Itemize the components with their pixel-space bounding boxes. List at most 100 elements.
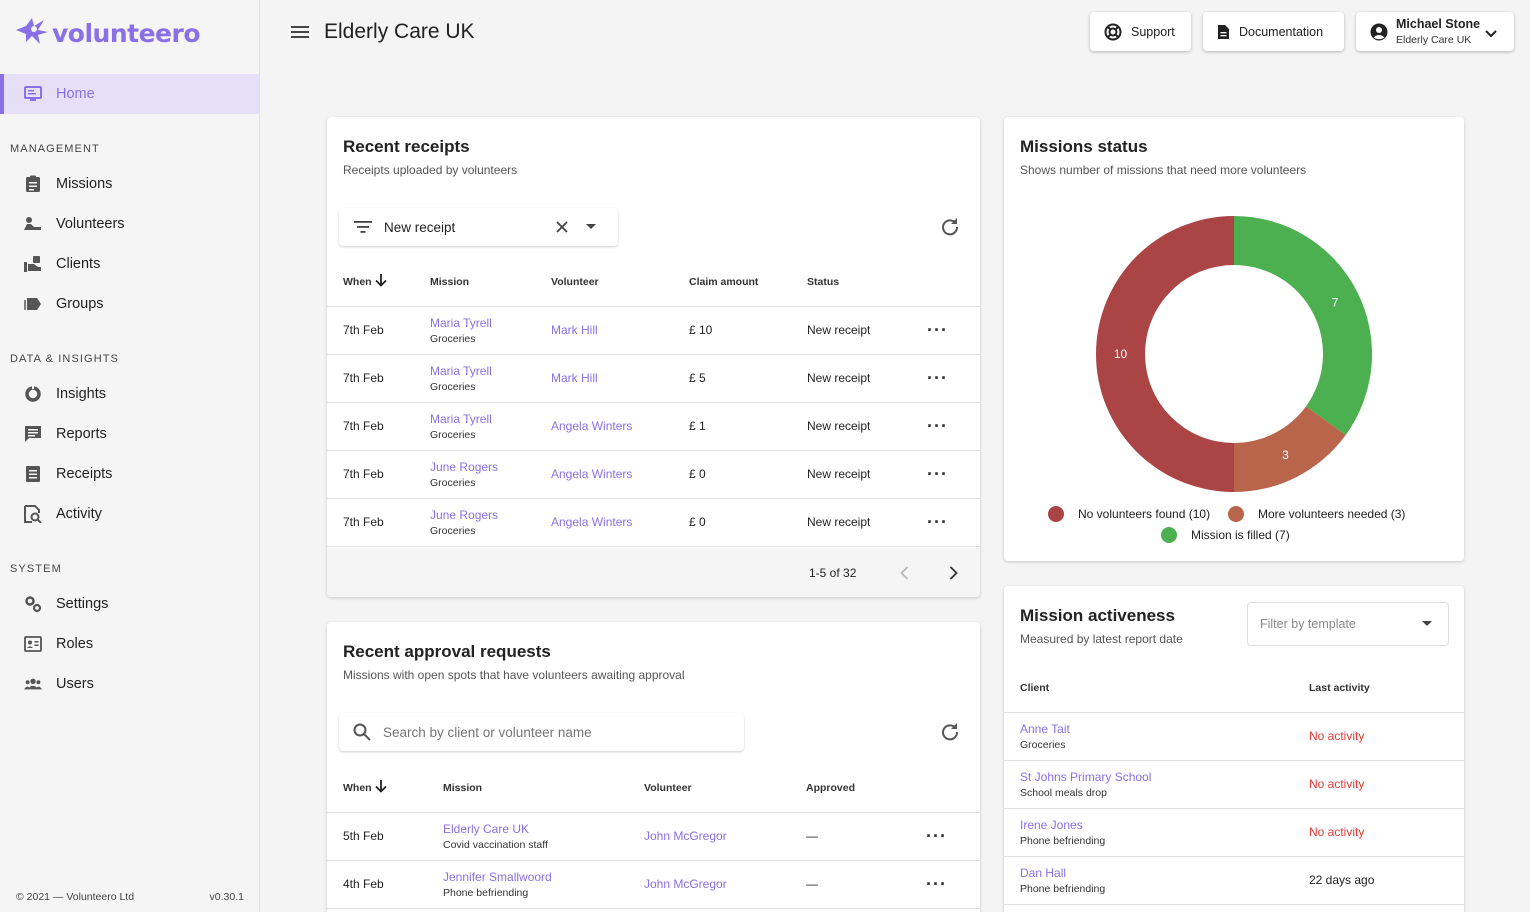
cell-volunteer: Mark Hill xyxy=(535,354,673,403)
sidebar-item-label: Reports xyxy=(56,426,107,442)
monitor-icon xyxy=(24,85,42,103)
approval-search[interactable] xyxy=(339,713,744,751)
documentation-button[interactable]: Documentation xyxy=(1203,12,1344,51)
cell-last-activity: No activity xyxy=(1293,712,1464,761)
legend-item-no-volunteers[interactable]: No volunteers found (10) xyxy=(1048,506,1210,522)
client-link[interactable]: St Johns Primary School xyxy=(1020,769,1152,784)
sidebar-item-clients[interactable]: Clients xyxy=(0,244,259,284)
more-actions-icon[interactable]: ··· xyxy=(926,825,947,846)
mission-link[interactable]: Maria Tyrell xyxy=(430,315,492,330)
sidebar-item-groups[interactable]: Groups xyxy=(0,284,259,324)
volunteer-link[interactable]: John McGregor xyxy=(644,829,727,843)
sidebar-item-roles[interactable]: Roles xyxy=(0,624,259,664)
support-button[interactable]: Support xyxy=(1090,12,1191,51)
mission-link[interactable]: Jennifer Smallwoord xyxy=(443,869,552,884)
logo-icon xyxy=(14,16,50,51)
sidebar-item-users[interactable]: Users xyxy=(0,664,259,704)
sidebar-item-volunteers[interactable]: Volunteers xyxy=(0,204,259,244)
column-header-mission: Mission xyxy=(427,764,628,813)
cell-last-activity: 22 days ago xyxy=(1293,856,1464,905)
volunteer-link[interactable]: Mark Hill xyxy=(551,371,598,385)
column-header-status: Status xyxy=(791,258,911,307)
table-row[interactable]: Dan Hall Phone befriending 22 days ago xyxy=(1004,856,1464,905)
volunteer-link[interactable]: Angela Winters xyxy=(551,515,633,529)
sidebar-item-reports[interactable]: Reports xyxy=(0,414,259,454)
cell-actions: ··· xyxy=(911,354,980,403)
sidebar-item-activity[interactable]: Activity xyxy=(0,494,259,534)
slice-no-volunteers[interactable] xyxy=(1096,216,1234,492)
sidebar-item-insights[interactable]: Insights xyxy=(0,374,259,414)
column-header-when[interactable]: When xyxy=(327,764,427,813)
column-header-last-activity: Last activity xyxy=(1293,664,1464,713)
volunteer-link[interactable]: Angela Winters xyxy=(551,419,633,433)
client-link[interactable]: Anne Tait xyxy=(1020,721,1070,736)
table-row[interactable]: 5th Feb Elderly Care UK Covid vaccination… xyxy=(327,812,980,861)
clipboard-icon xyxy=(24,175,42,193)
more-actions-icon[interactable]: ··· xyxy=(927,511,948,532)
user-menu-button[interactable]: Michael Stone Elderly Care UK xyxy=(1356,12,1514,51)
cell-when: 7th Feb xyxy=(327,402,414,451)
mission-link[interactable]: June Rogers xyxy=(430,507,499,522)
clear-icon[interactable] xyxy=(556,221,568,233)
receipts-table: When Mission Volunteer Claim amount Stat… xyxy=(327,258,980,547)
dropdown-arrow-icon[interactable] xyxy=(586,224,596,230)
mission-link[interactable]: Elderly Care UK xyxy=(443,821,530,836)
slice-filled[interactable] xyxy=(1234,216,1372,436)
column-header-when[interactable]: When xyxy=(327,258,414,307)
mission-type: Groceries xyxy=(430,476,476,489)
more-actions-icon[interactable]: ··· xyxy=(926,873,947,894)
template-filter-select[interactable]: Filter by template xyxy=(1247,602,1449,646)
volunteer-link[interactable]: Mark Hill xyxy=(551,323,598,337)
table-row[interactable]: 4th Feb Jennifer Smallwoord Phone befrien… xyxy=(327,860,980,909)
more-actions-icon[interactable]: ··· xyxy=(927,463,948,484)
more-actions-icon[interactable]: ··· xyxy=(927,319,948,340)
table-row[interactable]: St Johns Primary School School meals drop… xyxy=(1004,760,1464,809)
card-subtitle: Receipts uploaded by volunteers xyxy=(343,163,518,177)
cell-amount: £ 5 xyxy=(673,354,791,403)
chevron-right-icon[interactable] xyxy=(949,566,958,585)
table-row[interactable]: 7th Feb Maria Tyrell Groceries Mark Hill … xyxy=(327,354,980,403)
more-actions-icon[interactable]: ··· xyxy=(927,415,948,436)
sidebar-item-settings[interactable]: Settings xyxy=(0,584,259,624)
slice-more-needed[interactable] xyxy=(1234,406,1346,492)
legend-swatch xyxy=(1048,506,1064,522)
mission-type: Phone befriending xyxy=(443,886,529,899)
client-link[interactable]: Irene Jones xyxy=(1020,817,1083,832)
sidebar-item-label: Clients xyxy=(56,256,101,272)
legend-item-filled[interactable]: Mission is filled (7) xyxy=(1161,527,1290,543)
pagination-label: 1-5 of 32 xyxy=(809,566,857,580)
logo[interactable]: volunteero xyxy=(14,16,201,51)
table-row[interactable]: 7th Feb Maria Tyrell Groceries Mark Hill … xyxy=(327,306,980,355)
mission-link[interactable]: June Rogers xyxy=(430,459,499,474)
sidebar-item-home[interactable]: Home xyxy=(0,74,259,114)
refresh-icon[interactable] xyxy=(941,218,959,241)
table-row[interactable]: 7th Feb June Rogers Groceries Angela Wint… xyxy=(327,498,980,547)
mission-link[interactable]: Maria Tyrell xyxy=(430,363,492,378)
menu-icon[interactable] xyxy=(290,24,310,45)
table-row[interactable]: 7th Feb Maria Tyrell Groceries Angela Win… xyxy=(327,402,980,451)
mission-link[interactable]: Maria Tyrell xyxy=(430,411,492,426)
table-row[interactable]: Irene Jones Phone befriending No activity xyxy=(1004,808,1464,857)
volunteer-link[interactable]: John McGregor xyxy=(644,877,727,891)
volunteer-link[interactable]: Angela Winters xyxy=(551,467,633,481)
sidebar-item-receipts[interactable]: Receipts xyxy=(0,454,259,494)
card-title: Mission activeness xyxy=(1020,606,1175,625)
sidebar-item-missions[interactable]: Missions xyxy=(0,164,259,204)
more-actions-icon[interactable]: ··· xyxy=(927,367,948,388)
sidebar-footer: © 2021 — Volunteero Ltd v0.30.1 xyxy=(16,891,244,903)
table-row[interactable]: Anne Tait Groceries No activity xyxy=(1004,712,1464,761)
refresh-icon[interactable] xyxy=(941,723,959,746)
search-input[interactable] xyxy=(383,724,713,740)
cell-approved: — xyxy=(790,860,910,909)
table-row[interactable]: 7th Feb June Rogers Groceries Angela Wint… xyxy=(327,450,980,499)
cell-status: New receipt xyxy=(791,354,911,403)
column-header-mission: Mission xyxy=(414,258,535,307)
cell-when: 7th Feb xyxy=(327,450,414,499)
cell-status: New receipt xyxy=(791,306,911,355)
chevron-left-icon[interactable] xyxy=(900,566,909,585)
receipt-status-filter[interactable]: New receipt xyxy=(339,208,618,246)
client-link[interactable]: Dan Hall xyxy=(1020,865,1067,880)
cell-client: Anne Tait Groceries xyxy=(1004,712,1293,761)
settings-icon xyxy=(24,595,42,613)
legend-item-more-needed[interactable]: More volunteers needed (3) xyxy=(1228,506,1405,522)
